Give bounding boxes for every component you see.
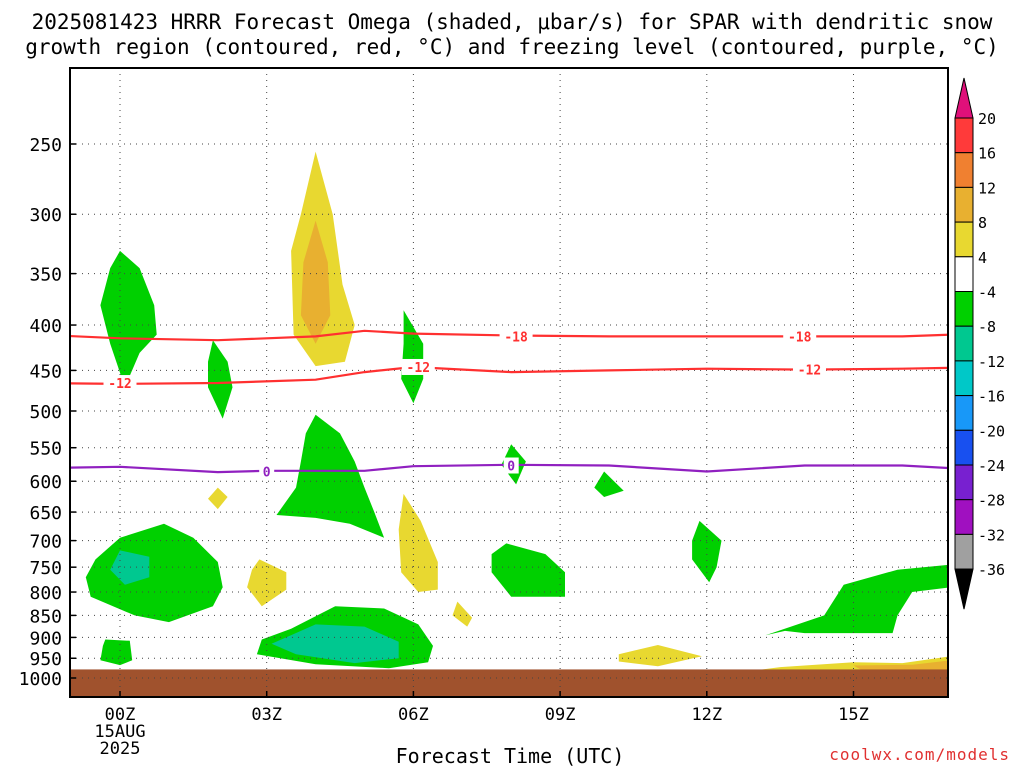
omega-region [208, 340, 233, 419]
y-tick-label: 300 [29, 205, 62, 226]
y-tick-label: 850 [29, 606, 62, 627]
colorbar-label: -24 [978, 457, 1005, 475]
x-axis-label: Forecast Time (UTC) [395, 744, 625, 768]
omega-region [100, 639, 133, 666]
contour-label: 0 [507, 460, 515, 475]
omega-region [110, 550, 150, 585]
omega-region [594, 471, 624, 497]
omega-region [398, 493, 438, 592]
y-tick-label: 550 [29, 439, 62, 460]
contour-label-bg [783, 328, 817, 345]
y-tick-label: 400 [29, 316, 62, 337]
y-tick-label: 250 [29, 135, 62, 156]
contour-label-bg [792, 361, 826, 378]
y-tick-label: 750 [29, 558, 62, 579]
colorbar-swatch [954, 533, 974, 570]
contour-label-bg [503, 457, 519, 474]
omega-region [271, 624, 399, 664]
colorbar-swatch [954, 186, 974, 223]
y-tick-label: 350 [29, 265, 62, 286]
colorbar-label: 8 [978, 214, 987, 232]
omega-region [276, 414, 385, 538]
contour-label: 0 [263, 465, 271, 480]
contour-label: -12 [407, 361, 430, 376]
contour-label-bg [259, 463, 275, 480]
chart-title-line-1: 2025081423 HRRR Forecast Omega (shaded, … [31, 10, 993, 34]
omega-region [618, 645, 702, 667]
colorbar-label: 12 [978, 179, 996, 197]
omega-region [208, 487, 228, 510]
colorbar-swatch [954, 395, 974, 431]
y-tick-label: 500 [29, 402, 62, 423]
x-tick-label: 00Z [105, 705, 136, 725]
x-tick-date: 15AUG [94, 722, 145, 742]
contour-label-bg [103, 375, 137, 392]
colorbar-swatch [954, 325, 974, 362]
colorbar-label: -20 [978, 422, 1005, 440]
terrain-ground [70, 669, 948, 697]
colorbar-swatch [954, 152, 974, 188]
y-tick-label: 950 [29, 649, 62, 670]
omega-region [247, 559, 287, 607]
colorbar-swatch [954, 291, 974, 327]
x-tick-year: 2025 [100, 739, 141, 759]
x-tick-label: 06Z [398, 705, 429, 725]
y-tick-label: 700 [29, 532, 62, 553]
omega-region [692, 520, 722, 583]
contour-label: -12 [108, 377, 131, 392]
omega-region [300, 220, 331, 344]
x-tick-label: 15Z [838, 705, 869, 725]
colorbar-label: -16 [978, 388, 1005, 406]
contour-label: -18 [504, 330, 528, 345]
colorbar-swatch [954, 256, 974, 292]
contour-label: -12 [798, 364, 821, 379]
colorbar-label: 20 [978, 110, 996, 128]
contour-label-bg [401, 358, 435, 375]
colorbar-label: -28 [978, 492, 1005, 510]
omega-region [491, 543, 565, 597]
contour-label: -18 [788, 330, 812, 345]
omega-region [85, 523, 223, 623]
omega-region [401, 310, 424, 404]
colorbar-label: -12 [978, 353, 1005, 371]
plot-frame [69, 67, 949, 698]
chart-title-line-2: growth region (contoured, red, °C) and f… [25, 35, 999, 59]
y-tick-label: 800 [29, 583, 62, 604]
omega-region [452, 601, 473, 627]
colorbar-bottom-arrow [954, 568, 974, 610]
x-tick-label: 03Z [251, 705, 282, 725]
site-credit: coolwx.com/models [829, 745, 1010, 764]
colorbar-label: -4 [978, 284, 996, 302]
contour-label-bg [499, 328, 533, 345]
omega-region [765, 564, 948, 636]
colorbar-swatch [954, 464, 974, 501]
colorbar-swatch [954, 429, 974, 466]
colorbar-label: -32 [978, 526, 1005, 544]
colorbar-swatch [954, 360, 974, 397]
colorbar-swatch [954, 221, 974, 258]
y-tick-label: 1000 [19, 669, 62, 690]
y-tick-label: 900 [29, 628, 62, 649]
y-tick-label: 650 [29, 503, 62, 524]
y-tick-label: 600 [29, 472, 62, 493]
omega-region [100, 250, 157, 388]
x-tick-label: 12Z [691, 705, 722, 725]
x-tick-label: 09Z [545, 705, 576, 725]
colorbar-top-arrow [954, 77, 974, 119]
colorbar-swatch [954, 499, 974, 535]
contour-line [70, 463, 948, 474]
colorbar-label: 16 [978, 145, 996, 163]
y-tick-label: 450 [29, 361, 62, 382]
colorbar-label: -36 [978, 561, 1005, 579]
omega-region [853, 660, 948, 673]
colorbar-label: 4 [978, 249, 987, 267]
contour-line [70, 329, 948, 342]
colorbar-swatch [954, 117, 974, 154]
colorbar-label: -8 [978, 318, 996, 336]
